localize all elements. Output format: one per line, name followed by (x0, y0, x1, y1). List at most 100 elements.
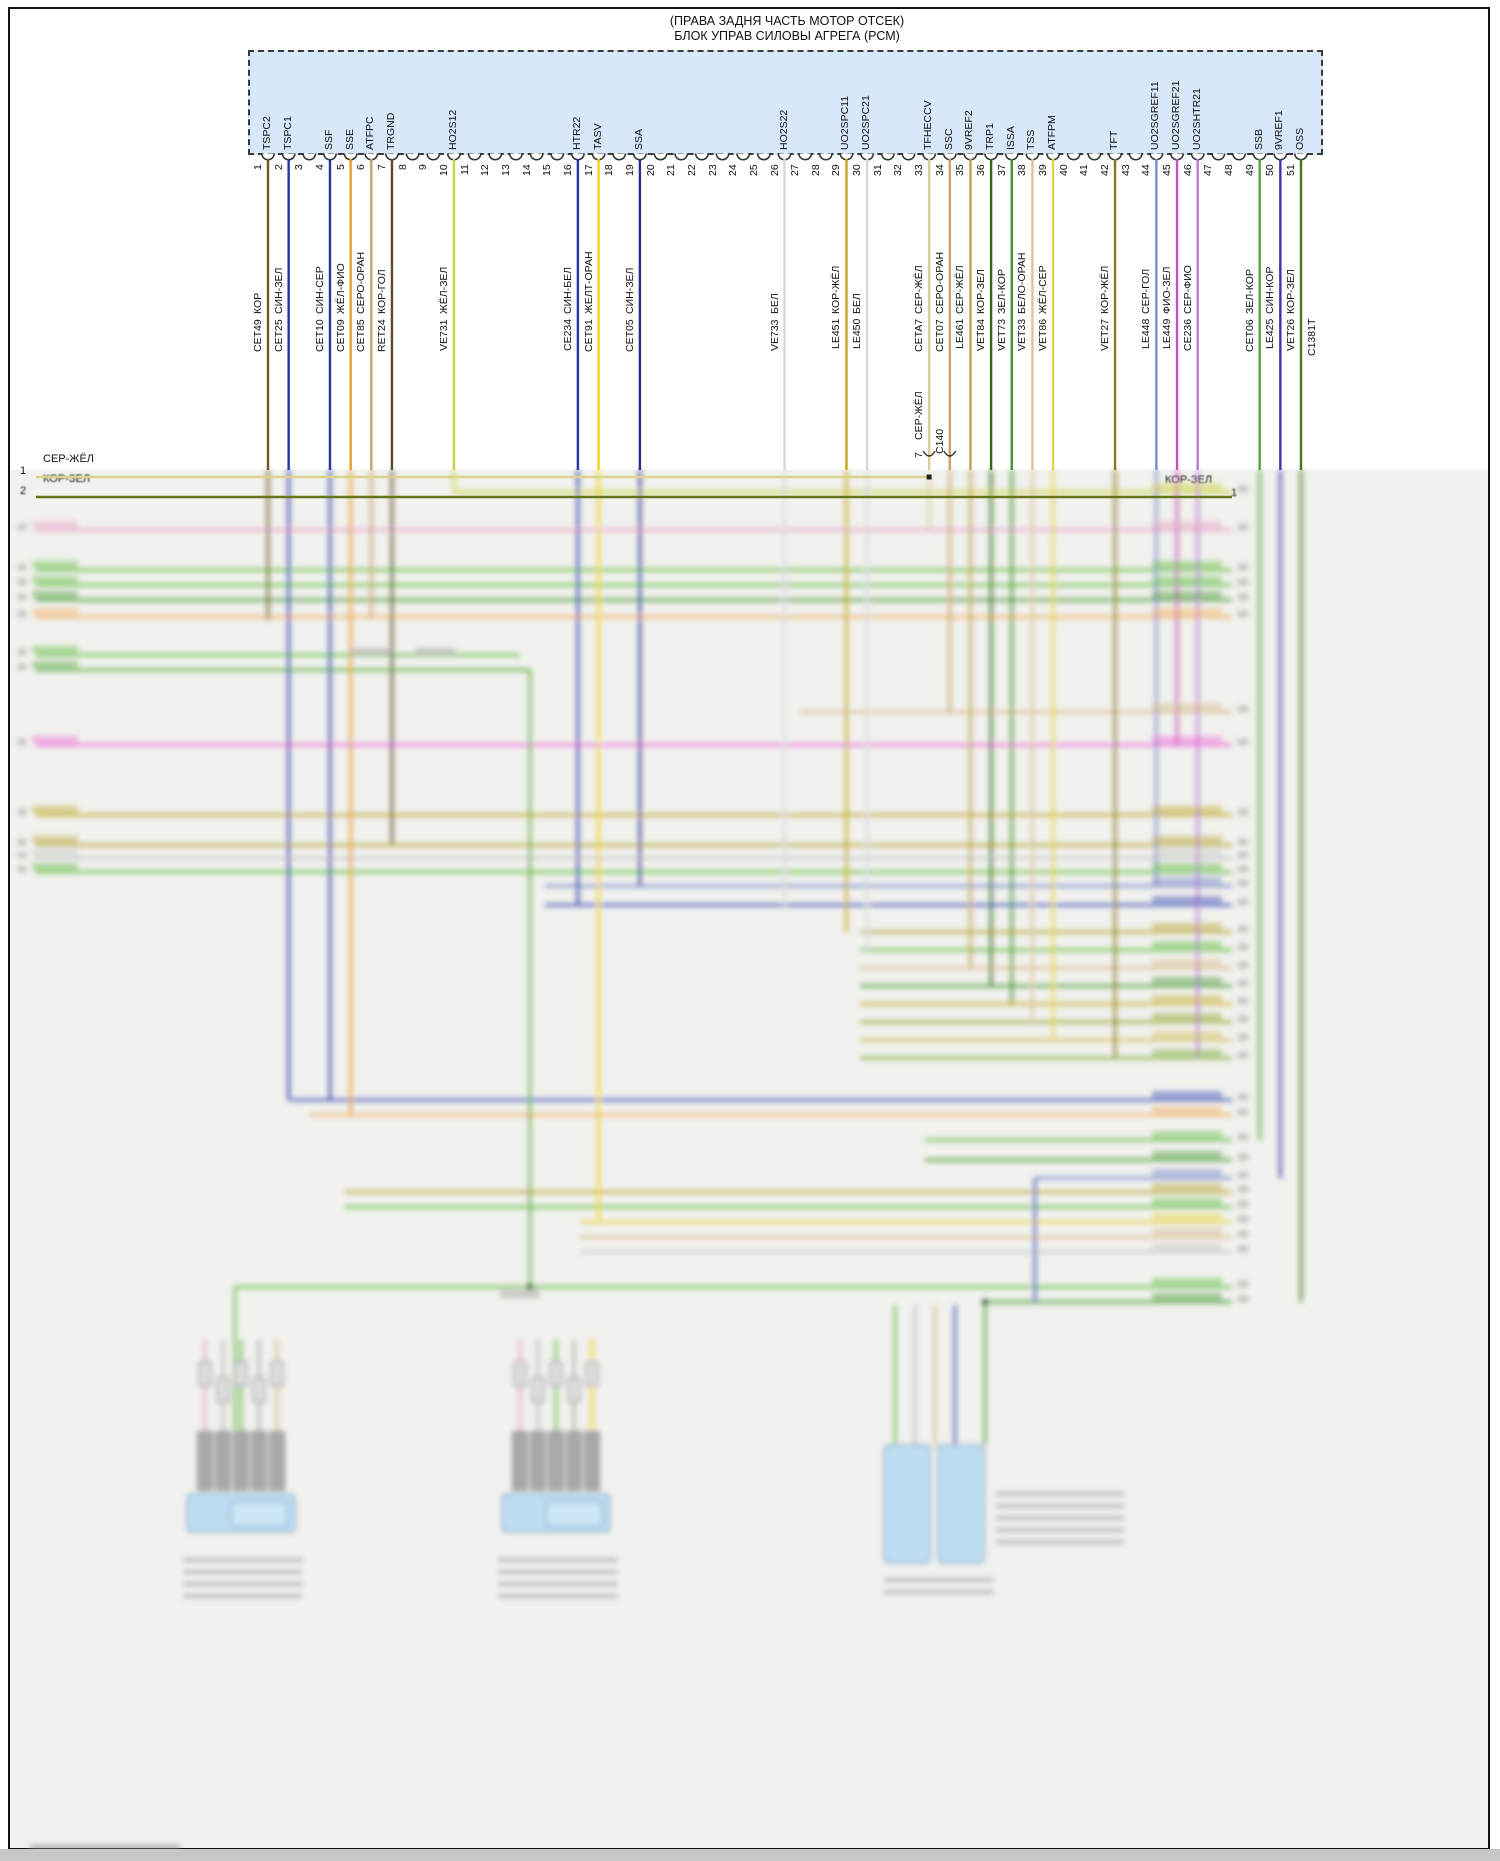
pin-socket-arc (322, 153, 337, 161)
blurred-label (32, 608, 78, 615)
blurred-label (1152, 1278, 1222, 1285)
blurred-plug (197, 1431, 213, 1491)
blurred-caption (498, 1570, 618, 1574)
pin-socket-arc (1211, 153, 1226, 161)
inline-connector-symbol (943, 450, 957, 457)
pin-socket-arc (674, 153, 689, 161)
pcm-block (248, 50, 1323, 155)
pin-socket-arc (467, 153, 482, 161)
left-wire-2-number: 2 (20, 485, 27, 497)
blurred-label (1238, 611, 1248, 617)
pin-socket-arc (1108, 153, 1123, 161)
blurred-plug (251, 1431, 267, 1491)
blurred-label (32, 849, 78, 856)
blurred-label (1238, 809, 1248, 815)
blurred-label (1152, 703, 1222, 710)
blurred-plug (548, 1431, 564, 1491)
blurred-label (1152, 1106, 1222, 1113)
wire-junction-dot (926, 474, 932, 480)
blurred-label (1238, 1052, 1248, 1058)
pin-socket-arc (984, 153, 999, 161)
pin-socket-arc (550, 153, 565, 161)
sharp-wiring-area (36, 153, 1308, 499)
blurred-label (1238, 880, 1248, 886)
pin-socket-arc (1170, 153, 1185, 161)
blurred-label (1238, 1246, 1248, 1252)
blurred-label (1238, 899, 1248, 905)
pin-socket-arc (798, 153, 813, 161)
blurred-label (32, 591, 78, 598)
pin-socket-arc (488, 153, 503, 161)
blurred-component (513, 1361, 527, 1387)
pin-socket-arc (529, 153, 544, 161)
pin-socket-arc (1232, 153, 1247, 161)
blurred-label (1152, 1031, 1222, 1038)
blurred-component (549, 1361, 563, 1387)
blurred-label (1238, 1201, 1248, 1207)
blurred-caption (995, 1540, 1125, 1544)
blurred-label (1152, 1243, 1222, 1250)
blurred-label (500, 1290, 540, 1298)
blurred-label (1238, 1296, 1248, 1302)
pin-socket-arc (860, 153, 875, 161)
blurred-label (1152, 863, 1222, 870)
blurred-label (18, 649, 26, 655)
blurred-label (1238, 1109, 1248, 1115)
pin-socket-arc (777, 153, 792, 161)
bottom-gray-bar (0, 1849, 1500, 1861)
blurred-caption (183, 1558, 303, 1562)
blurred-label (1152, 806, 1222, 813)
blurred-label (1152, 1049, 1222, 1056)
blurred-junction (527, 1284, 533, 1290)
blurred-label (415, 648, 455, 656)
blurred-label (1238, 1134, 1248, 1140)
pin-socket-arc (302, 153, 317, 161)
blurred-caption (995, 1528, 1125, 1532)
pin-socket-arc (1046, 153, 1061, 161)
blurred-caption (995, 1516, 1125, 1520)
blurred-label (1152, 877, 1222, 884)
blurred-label (32, 836, 78, 843)
blurred-connector-box (883, 1444, 931, 1564)
pin-socket-arc (364, 153, 379, 161)
blurred-label (1152, 896, 1222, 903)
pin-socket-arc (1066, 153, 1081, 161)
pin-socket-arc (1190, 153, 1205, 161)
blurred-label (18, 809, 26, 815)
blurred-label (1152, 1131, 1222, 1138)
pin-socket-arc (632, 153, 647, 161)
pin-socket-arc (942, 153, 957, 161)
blurred-plug (584, 1431, 600, 1491)
blurred-component (198, 1361, 212, 1387)
blurred-label (1238, 1094, 1248, 1100)
blurred-caption (498, 1594, 618, 1598)
blurred-wiring-area (18, 470, 1303, 1850)
pin-socket-arc (261, 153, 275, 161)
pin-socket-arc (281, 153, 296, 161)
blurred-label (1238, 962, 1248, 968)
blurred-connector-box (545, 1501, 603, 1527)
blurred-label (1238, 1216, 1248, 1222)
pin-socket-arc (963, 153, 978, 161)
blurred-component (531, 1377, 545, 1403)
blurred-label (1238, 839, 1248, 845)
pin-socket-arc (426, 153, 441, 161)
blurred-fine-print (30, 1845, 180, 1850)
blurred-caption (884, 1590, 994, 1594)
blurred-label (1238, 1172, 1248, 1178)
blurred-label (1152, 1213, 1222, 1220)
blurred-label (1238, 739, 1248, 745)
blurred-label (18, 594, 26, 600)
blurred-caption (995, 1492, 1125, 1496)
blurred-label (32, 561, 78, 568)
pin-socket-arc (612, 153, 627, 161)
pin-socket-arc (1087, 153, 1102, 161)
blurred-label (1238, 579, 1248, 585)
blurred-label (18, 664, 26, 670)
pin-socket-arc (901, 153, 916, 161)
pin-socket-arc (1273, 153, 1288, 161)
blurred-label (32, 646, 78, 653)
blurred-label (32, 736, 78, 743)
blurred-label (1238, 926, 1248, 932)
